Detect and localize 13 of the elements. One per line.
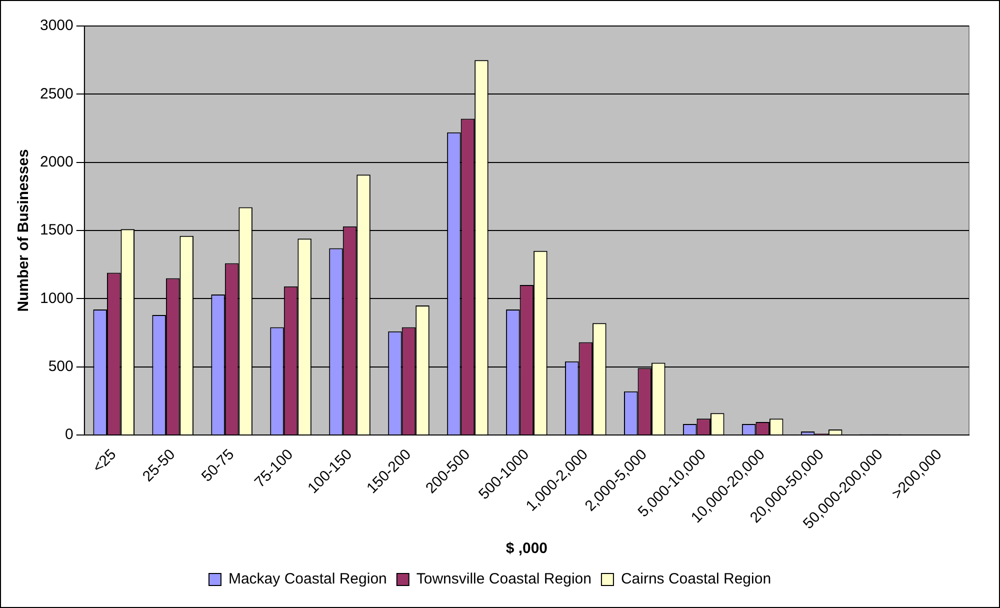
y-axis-title: Number of Businesses [15,149,32,312]
y-tick-label: 0 [65,426,74,444]
legend-label: Mackay Coastal Region [228,570,387,588]
y-tick-label: 2500 [40,85,74,102]
y-tick-label: 2000 [40,153,74,170]
y-tick-label: 1000 [40,290,74,307]
y-tick-label: 500 [48,358,74,375]
legend-label: Cairns Coastal Region [620,570,772,588]
y-tick-label: 1500 [40,222,74,239]
x-tick-label: <25 [90,446,120,476]
x-axis-title: $ ,000 [506,540,548,558]
legend-label: Townsville Coastal Region [416,570,592,588]
y-tick-label: 3000 [40,17,74,34]
